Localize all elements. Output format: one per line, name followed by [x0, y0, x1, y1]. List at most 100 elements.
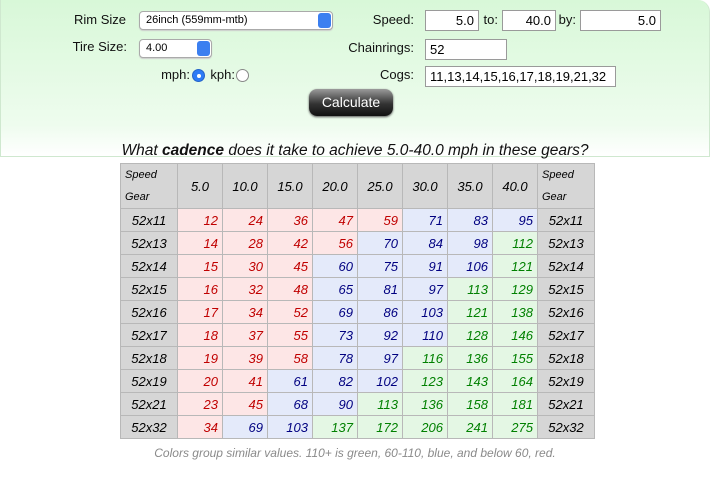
- cadence-cell: 275: [492, 415, 538, 439]
- cadence-cell: 30: [222, 254, 268, 278]
- speed-header: 40.0: [492, 163, 538, 209]
- corner-top: Speed: [125, 169, 157, 181]
- cadence-cell: 91: [402, 254, 448, 278]
- cadence-cell: 69: [222, 415, 268, 439]
- label: Tire Size:: [72, 39, 127, 54]
- cadence-cell: 70: [357, 231, 403, 255]
- cadence-cell: 82: [312, 369, 358, 393]
- cadence-cell: 84: [402, 231, 448, 255]
- table-row: 52x18 19 39 58 78 97 116 136 155 52x18: [120, 346, 595, 370]
- cadence-cell: 123: [402, 369, 448, 393]
- cadence-cell: 112: [492, 231, 538, 255]
- gear-label: 52x17: [537, 323, 595, 347]
- cadence-cell: 102: [357, 369, 403, 393]
- mph-radio[interactable]: [192, 69, 205, 82]
- cadence-cell: 65: [312, 277, 358, 301]
- cadence-cell: 16: [177, 277, 223, 301]
- corner-cell: Speed Gear: [537, 163, 595, 209]
- cadence-cell: 45: [267, 254, 313, 278]
- label: kph:: [210, 67, 235, 82]
- table-row: 52x13 14 28 42 56 70 84 98 112 52x13: [120, 231, 595, 255]
- cadence-cell: 206: [402, 415, 448, 439]
- cadence-cell: 129: [492, 277, 538, 301]
- gear-label: 52x32: [120, 415, 178, 439]
- cadence-cell: 32: [222, 277, 268, 301]
- cadence-cell: 78: [312, 346, 358, 370]
- cogs-input[interactable]: 11,13,14,15,16,17,18,19,21,32: [425, 66, 616, 87]
- cadence-cell: 128: [447, 323, 493, 347]
- cadence-cell: 17: [177, 300, 223, 324]
- question-text: does it take to achieve 5.0-40.0 mph in …: [224, 142, 589, 159]
- gear-label: 52x16: [537, 300, 595, 324]
- gear-label: 52x15: [537, 277, 595, 301]
- cadence-cell: 60: [312, 254, 358, 278]
- cadence-cell: 146: [492, 323, 538, 347]
- gear-label: 52x14: [537, 254, 595, 278]
- speed-to-input[interactable]: 40.0: [502, 10, 556, 31]
- label: Speed:: [372, 12, 414, 27]
- cadence-cell: 61: [267, 369, 313, 393]
- rim-size-select[interactable]: 26inch (559mm-mtb): [139, 11, 333, 30]
- gear-label: 52x14: [120, 254, 178, 278]
- cadence-cell: 18: [177, 323, 223, 347]
- cadence-cell: 34: [177, 415, 223, 439]
- gear-label: 52x17: [120, 323, 178, 347]
- cadence-cell: 48: [267, 277, 313, 301]
- cadence-cell: 56: [312, 231, 358, 255]
- question-text: What: [121, 142, 162, 159]
- cadence-cell: 14: [177, 231, 223, 255]
- gear-label: 52x16: [120, 300, 178, 324]
- cadence-cell: 69: [312, 300, 358, 324]
- cadence-cell: 98: [447, 231, 493, 255]
- gear-label: 52x21: [120, 392, 178, 416]
- speed-header: 35.0: [447, 163, 493, 209]
- speed-from-input[interactable]: 5.0: [425, 10, 479, 31]
- gear-label: 52x15: [120, 277, 178, 301]
- cadence-cell: 36: [267, 208, 313, 232]
- cadence-cell: 47: [312, 208, 358, 232]
- speed-by-input[interactable]: 5.0: [580, 10, 661, 31]
- label: Chainrings:: [348, 40, 414, 55]
- cadence-cell: 181: [492, 392, 538, 416]
- tire-size-select[interactable]: 4.00: [139, 39, 212, 58]
- chainrings-input[interactable]: 52: [425, 39, 507, 60]
- cadence-cell: 113: [357, 392, 403, 416]
- select-value: 4.00: [146, 42, 168, 54]
- calculate-button[interactable]: Calculate: [309, 89, 393, 116]
- cadence-cell: 103: [402, 300, 448, 324]
- gear-label: 52x19: [537, 369, 595, 393]
- cadence-cell: 116: [402, 346, 448, 370]
- table-row: 52x11 12 24 36 47 59 71 83 95 52x11: [120, 208, 595, 232]
- table-row: 52x17 18 37 55 73 92 110 128 146 52x17: [120, 323, 595, 347]
- question-emphasis: cadence: [161, 142, 225, 159]
- cadence-cell: 113: [447, 277, 493, 301]
- cadence-cell: 55: [267, 323, 313, 347]
- cadence-cell: 19: [177, 346, 223, 370]
- cadence-cell: 52: [267, 300, 313, 324]
- cadence-cell: 121: [447, 300, 493, 324]
- cadence-cell: 42: [267, 231, 313, 255]
- cadence-cell: 241: [447, 415, 493, 439]
- gear-label: 52x18: [537, 346, 595, 370]
- gear-label: 52x19: [120, 369, 178, 393]
- kph-radio[interactable]: [236, 69, 249, 82]
- cadence-cell: 12: [177, 208, 223, 232]
- cadence-cell: 90: [312, 392, 358, 416]
- cadence-cell: 20: [177, 369, 223, 393]
- label: Rim Size: [73, 12, 126, 27]
- header-row: Speed Gear 5.0 10.0 15.0 20.0 25.0 30.0 35.0 40.0…: [120, 163, 595, 209]
- table-row: 52x16 17 34 52 69 86 103 121 138 52x16: [120, 300, 595, 324]
- gear-label: 52x13: [537, 231, 595, 255]
- cadence-cell: 86: [357, 300, 403, 324]
- gear-label: 52x32: [537, 415, 595, 439]
- gear-label: 52x13: [120, 231, 178, 255]
- cadence-cell: 68: [267, 392, 313, 416]
- table-row: 52x19 20 41 61 82 102 123 143 164 52x19: [120, 369, 595, 393]
- cadence-cell: 81: [357, 277, 403, 301]
- speed-header: 20.0: [312, 163, 358, 209]
- cadence-cell: 59: [357, 208, 403, 232]
- cadence-cell: 28: [222, 231, 268, 255]
- gear-label: 52x11: [537, 208, 595, 232]
- caption: Colors group similar values. 110+ is gre…: [154, 446, 556, 460]
- cadence-cell: 34: [222, 300, 268, 324]
